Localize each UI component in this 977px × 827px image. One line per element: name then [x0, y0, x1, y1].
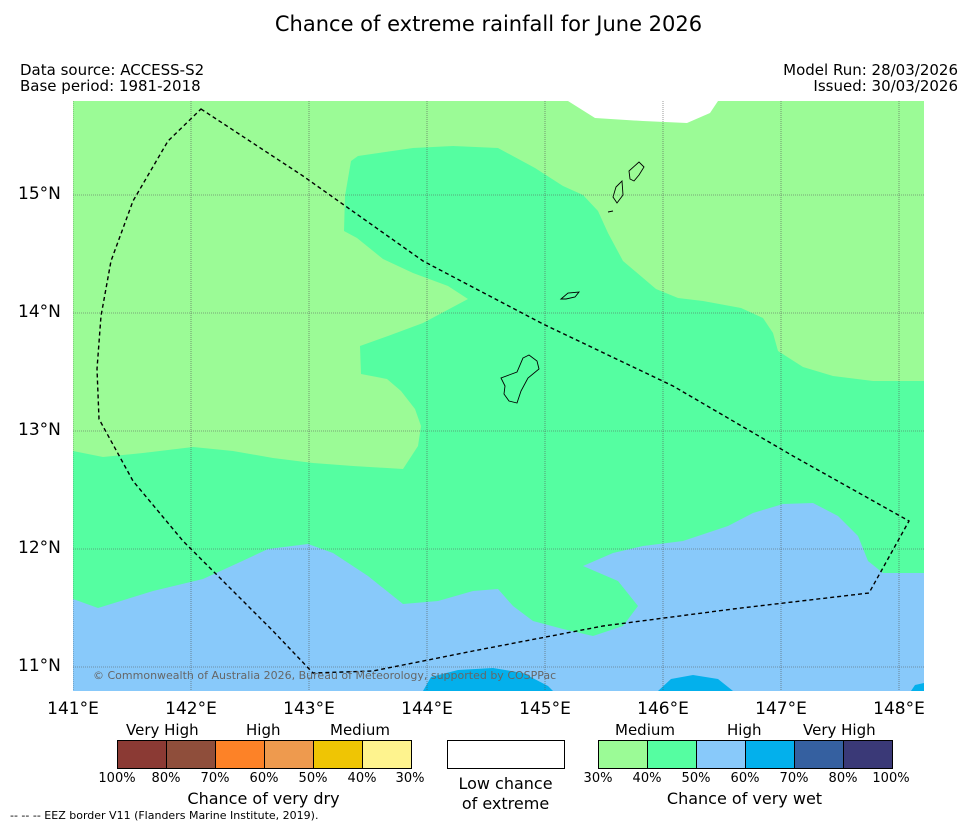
low-chance-line2: of extreme: [461, 794, 550, 813]
dry-swatch-0: [118, 741, 167, 768]
lon-label-145: 145°E: [519, 699, 571, 719]
wet-cat-medium: Medium: [615, 721, 675, 739]
eez-border: [96, 108, 910, 674]
dry-tick-2: 70%: [200, 771, 230, 786]
wet-tick-4: 70%: [779, 771, 809, 786]
meta-left: Data source: ACCESS-S2 Base period: 1981…: [20, 62, 204, 94]
wet-tick-6: 100%: [872, 771, 910, 786]
wet-tick-2: 50%: [681, 771, 711, 786]
islands: [500, 161, 645, 404]
wet-swatch-3: [746, 741, 795, 768]
lon-label-143: 143°E: [283, 699, 335, 719]
wet-tick-3: 60%: [730, 771, 760, 786]
dry-swatch-4: [314, 741, 363, 768]
low-chance-line1: Low chance: [458, 774, 553, 793]
dry-swatch-3: [265, 741, 314, 768]
region-60-70-c: [911, 683, 924, 691]
wet-tick-1: 40%: [632, 771, 662, 786]
dry-tick-5: 40%: [347, 771, 377, 786]
island-aguijan: [607, 210, 614, 213]
meta-right: Model Run: 28/03/2026 Issued: 30/03/2026: [783, 62, 958, 94]
base-period-text: Base period: 1981-2018: [20, 77, 201, 95]
gridlines: [73, 101, 924, 691]
eez-footnote: -- -- -- EEZ border V11 (Flanders Marine…: [10, 809, 319, 822]
data-source-text: Data source: ACCESS-S2: [20, 61, 205, 79]
rainfall-map: © Commonwealth of Australia 2026, Bureau…: [73, 101, 924, 691]
lat-label-13: 13°N: [18, 420, 61, 440]
dry-tick-1: 80%: [151, 771, 181, 786]
wet-swatch-5: [844, 741, 892, 768]
region-low-chance: [568, 101, 718, 123]
wet-tick-0: 30%: [583, 771, 613, 786]
lat-label-12: 12°N: [18, 538, 61, 558]
wet-swatch-4: [795, 741, 844, 768]
dry-swatch-1: [167, 741, 216, 768]
island-saipan: [628, 161, 645, 182]
low-chance-swatch: [447, 740, 565, 769]
wet-swatch-1: [648, 741, 697, 768]
model-run-text: Model Run: 28/03/2026: [783, 61, 958, 79]
lon-label-141: 141°E: [47, 699, 99, 719]
island-guam: [500, 354, 540, 404]
chart-title: Chance of extreme rainfall for June 2026: [274, 12, 703, 36]
region-60-70-a: [423, 668, 553, 691]
lat-label-15: 15°N: [18, 184, 61, 204]
dry-tick-6: 30%: [395, 771, 425, 786]
dry-cat-high: High: [246, 721, 281, 739]
lat-label-11: 11°N: [18, 656, 61, 676]
island-rota: [559, 291, 581, 300]
dry-tick-4: 50%: [298, 771, 328, 786]
lon-label-142: 142°E: [165, 699, 217, 719]
issued-text: Issued: 30/03/2026: [813, 77, 958, 95]
dry-tick-3: 60%: [249, 771, 279, 786]
wet-swatch-0: [599, 741, 648, 768]
copyright-text: © Commonwealth of Australia 2026, Bureau…: [93, 669, 556, 682]
dry-tick-0: 100%: [98, 771, 136, 786]
lat-label-14: 14°N: [18, 302, 61, 322]
dry-swatch-5: [363, 741, 411, 768]
lon-label-147: 147°E: [755, 699, 807, 719]
region-60-70-b: [658, 675, 733, 691]
wet-colorbar: [598, 740, 893, 769]
dry-colorbar: [117, 740, 412, 769]
island-tinian: [612, 179, 624, 204]
lon-label-144: 144°E: [401, 699, 453, 719]
lon-label-146: 146°E: [637, 699, 689, 719]
wet-cat-very-high: Very High: [803, 721, 876, 739]
low-chance-label: Low chance of extreme: [430, 774, 581, 814]
wet-swatch-2: [697, 741, 746, 768]
wet-legend-title: Chance of very wet: [666, 789, 823, 808]
wet-cat-high: High: [727, 721, 762, 739]
dry-cat-very-high: Very High: [126, 721, 199, 739]
lon-label-148: 148°E: [873, 699, 925, 719]
dry-swatch-2: [216, 741, 265, 768]
dry-legend-title: Chance of very dry: [187, 789, 340, 808]
dry-cat-medium: Medium: [330, 721, 390, 739]
wet-tick-5: 80%: [828, 771, 858, 786]
